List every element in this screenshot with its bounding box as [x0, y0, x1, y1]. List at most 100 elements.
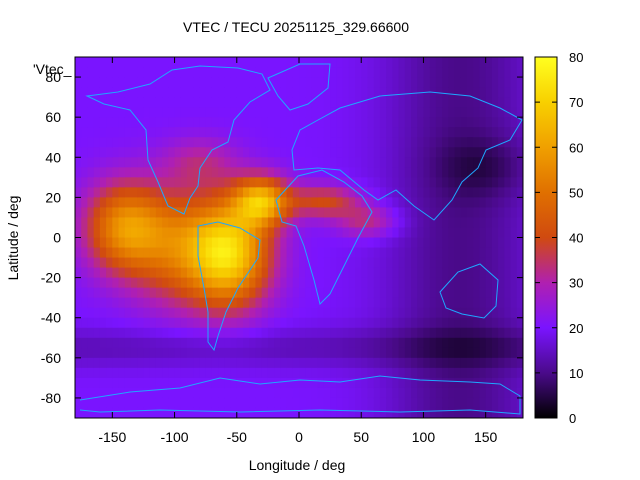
heat-cell [348, 187, 356, 198]
heat-cell [81, 267, 89, 279]
heat-cell [187, 257, 194, 269]
heat-cell [199, 157, 207, 168]
heat-cell [498, 287, 505, 299]
heat-cell [479, 287, 487, 299]
heat-cell [274, 107, 281, 118]
heat-cell [249, 167, 257, 178]
heat-cell [510, 337, 518, 349]
heat-cell [286, 107, 294, 118]
heat-cell [379, 217, 387, 229]
heat-cell [467, 107, 474, 118]
heat-cell [373, 327, 381, 339]
heat-cell [93, 97, 101, 108]
heat-cell [317, 157, 325, 168]
heat-cell [417, 287, 425, 299]
heat-cell [187, 397, 194, 409]
heat-cell [243, 347, 250, 359]
heat-cell [311, 227, 319, 239]
heat-cell [442, 197, 449, 209]
heat-cell [236, 237, 244, 249]
heat-cell [398, 117, 406, 128]
heat-cell [336, 107, 344, 118]
heat-cell [299, 337, 306, 349]
heat-cell [442, 137, 449, 148]
heat-cell [75, 277, 82, 289]
heat-cell [286, 357, 294, 369]
heat-cell [261, 147, 269, 158]
heat-cell [510, 397, 518, 409]
heat-cell [516, 327, 523, 339]
heat-cell [473, 277, 481, 289]
heat-cell [336, 287, 344, 299]
heat-cell [267, 307, 275, 319]
heat-cell [267, 357, 275, 369]
heat-cell [498, 397, 505, 409]
heat-cell [516, 127, 523, 138]
heat-cell [261, 127, 269, 138]
heat-cell [504, 77, 512, 88]
heat-cell [99, 67, 107, 78]
heat-cell [180, 247, 188, 259]
heat-cell [429, 187, 437, 198]
heat-cell [435, 407, 443, 418]
heat-cell [473, 267, 481, 279]
heat-cell [404, 147, 412, 158]
heat-cell [435, 147, 443, 158]
heat-cell [162, 347, 169, 359]
heat-cell [516, 257, 523, 269]
heat-cell [299, 87, 306, 98]
heat-cell [193, 407, 201, 418]
heat-cell [398, 407, 406, 418]
heat-cell [473, 217, 481, 229]
heat-cell [336, 67, 344, 78]
heat-cell [267, 127, 275, 138]
heat-cell [118, 207, 126, 219]
heat-cell [498, 67, 505, 78]
heat-cell [224, 77, 232, 88]
heat-cell [243, 127, 250, 138]
heat-cell [199, 407, 207, 418]
heat-cell [286, 147, 294, 158]
heat-cell [305, 77, 313, 88]
heat-cell [361, 67, 369, 78]
heat-cell [355, 77, 362, 88]
heat-cell [485, 167, 493, 178]
heat-cell [99, 107, 107, 118]
heat-cell [87, 287, 95, 299]
heat-cell [498, 307, 505, 319]
heat-cell [423, 277, 431, 289]
heat-cell [286, 287, 294, 299]
heat-cell [467, 127, 474, 138]
heat-cell [218, 237, 225, 249]
heat-cell [75, 357, 82, 369]
heat-cell [211, 257, 219, 269]
heat-cell [199, 367, 207, 379]
heat-cell [342, 237, 350, 249]
heat-cell [261, 217, 269, 229]
heat-cell [286, 167, 294, 178]
heat-cell [361, 277, 369, 289]
heat-cell [230, 237, 238, 249]
heat-cell [243, 237, 250, 249]
heat-cell [261, 307, 269, 319]
heat-cell [404, 227, 412, 239]
heat-cell [373, 227, 381, 239]
heat-cell [106, 357, 113, 369]
heat-cell [498, 277, 505, 289]
heat-cell [317, 327, 325, 339]
heat-cell [361, 227, 369, 239]
heat-cell [118, 357, 126, 369]
heat-cell [274, 377, 281, 389]
heat-cell [367, 107, 375, 118]
heat-cell [205, 307, 213, 319]
heat-cell [149, 317, 157, 329]
heat-cell [404, 267, 412, 279]
heat-cell [342, 137, 350, 148]
heat-cell [348, 317, 356, 329]
heat-cell [467, 117, 474, 128]
heat-cell [286, 307, 294, 319]
heat-cell [454, 157, 462, 168]
heat-cell [454, 327, 462, 339]
heat-cell [143, 287, 151, 299]
heat-cell [180, 87, 188, 98]
